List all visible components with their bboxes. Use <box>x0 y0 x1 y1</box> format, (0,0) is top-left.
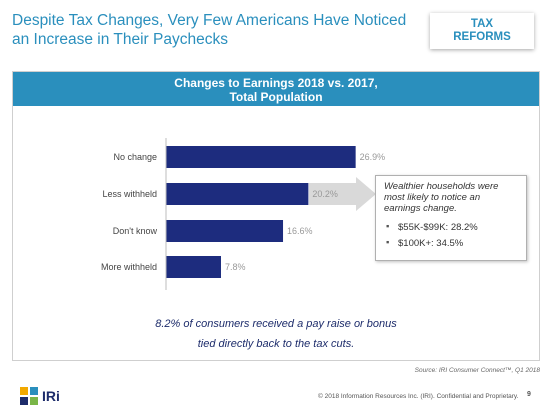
bar <box>166 146 356 168</box>
callout-arrow <box>309 177 376 211</box>
category-label: No change <box>113 152 157 162</box>
iri-logo-icon <box>20 387 38 405</box>
footnote-line-1: 8.2% of consumers received a pay raise o… <box>155 318 397 330</box>
topic-tag-line-2: REFORMS <box>453 31 511 43</box>
callout-list: $55K-$99K: 28.2% $100K+: 34.5% <box>384 221 518 249</box>
category-label: Less withheld <box>102 189 157 199</box>
bar <box>166 220 284 242</box>
data-label: 16.6% <box>287 226 313 236</box>
data-label: 26.9% <box>360 152 386 162</box>
copyright-text: © 2018 Information Resources Inc. (IRI).… <box>318 393 519 400</box>
category-label: More withheld <box>101 262 157 272</box>
chart-title-line-1: Changes to Earnings 2018 vs. 2017, <box>174 76 378 90</box>
callout-box: Wealthier households were most likely to… <box>375 175 527 261</box>
page-number: 9 <box>527 391 531 398</box>
bar <box>166 183 309 205</box>
bar <box>166 256 221 278</box>
bar-chart: No change 26.9% Less withheld 20.2% Don't kn… <box>101 138 386 290</box>
topic-tag: TAX REFORMS <box>430 13 534 49</box>
topic-tag-line-1: TAX <box>470 18 494 30</box>
callout-text: Wealthier households were most likely to… <box>384 181 499 214</box>
iri-logo-text: IRi <box>42 388 60 404</box>
category-label: Don't know <box>113 226 158 236</box>
footnote-line-2: tied directly back to the tax cuts. <box>197 338 355 350</box>
data-label: 20.2% <box>312 189 338 199</box>
data-label: 7.8% <box>225 262 246 272</box>
source-note: Source: IRI Consumer Connect™, Q1 2018 <box>414 367 540 374</box>
chart-panel-header: Changes to Earnings 2018 vs. 2017, Total… <box>13 72 539 106</box>
callout-bullet: $100K+: 34.5% <box>384 237 518 249</box>
slide-title: Despite Tax Changes, Very Few Americans … <box>12 12 407 48</box>
chart-title-line-2: Total Population <box>229 90 323 104</box>
iri-logo: IRi <box>20 385 60 407</box>
callout-bullet: $55K-$99K: 28.2% <box>384 221 518 233</box>
